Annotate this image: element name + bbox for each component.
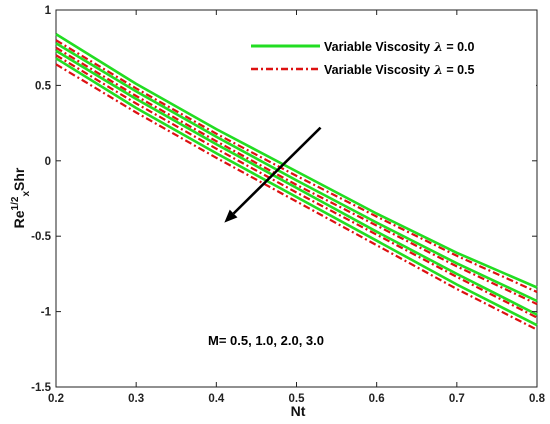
arrow-head	[224, 209, 238, 223]
y-axis-label: Re1/2xShr	[10, 167, 32, 228]
legend-entry-lambda-0-5-symbol: λ	[433, 62, 443, 77]
series-line-lambda-0-m-3	[55, 57, 538, 327]
y-tick-label: 0.5	[35, 80, 52, 92]
y-tick-label: -1	[41, 307, 52, 319]
legend-entry-lambda-0-5-value: = 0.5	[443, 63, 475, 77]
legend-box	[244, 33, 536, 86]
y-tick-label: -0.5	[31, 231, 51, 243]
series-line-lambda-0-5-m-2	[55, 54, 538, 319]
series-line-lambda-0-5-m-3	[55, 63, 538, 331]
series-line-lambda-0-m-2	[55, 49, 538, 316]
series-line-lambda-0-m-1	[55, 42, 538, 303]
x-tick-label: 0.2	[48, 393, 64, 405]
series-line-lambda-0-m-0-5	[55, 32, 538, 289]
annotation-m-values: M= 0.5, 1.0, 2.0, 3.0	[208, 333, 324, 348]
x-tick-label: 0.8	[529, 393, 546, 405]
y-tick-label: 0	[45, 156, 51, 168]
legend-entry-lambda-0-text: Variable Viscosity	[324, 40, 430, 54]
trend-arrow	[224, 126, 322, 223]
x-tick-label: 0.4	[208, 393, 225, 405]
series-line-lambda-0-5-m-0-5	[55, 39, 538, 294]
x-axis-label: Nt	[291, 403, 306, 419]
x-tick-label: 0.5	[289, 393, 306, 405]
y-axis-label-base: Re	[11, 210, 27, 228]
y-axis-label-sup: 1/2	[10, 196, 21, 210]
x-tick-label: 0.7	[449, 393, 465, 405]
y-axis-label-sub: x	[21, 191, 32, 197]
x-axis-ticks: 0.2 0.3 0.4 0.5 0.6 0.7 0.8	[48, 10, 546, 405]
y-tick-label: 1	[45, 5, 52, 17]
x-tick-label: 0.3	[128, 393, 144, 405]
legend: Variable Viscosity λ = 0.0 Variable Visco…	[244, 33, 536, 86]
arrow-shaft	[232, 126, 322, 215]
legend-entry-lambda-0-5-text: Variable Viscosity	[324, 63, 430, 77]
legend-entry-lambda-0-5: Variable Viscosity λ = 0.5	[324, 62, 475, 77]
y-axis-label-rest: Shr	[11, 167, 27, 191]
series-lines	[55, 32, 538, 331]
x-tick-label: 0.6	[369, 393, 385, 405]
y-axis-ticks: -1.5 -1 -0.5 0 0.5 1	[31, 5, 537, 394]
legend-entry-lambda-0: Variable Viscosity λ = 0.0	[324, 39, 475, 54]
series-line-lambda-0-5-m-1	[55, 46, 538, 306]
legend-entry-lambda-0-value: = 0.0	[443, 40, 475, 54]
legend-entry-lambda-0-symbol: λ	[433, 39, 443, 54]
y-tick-label: -1.5	[31, 382, 51, 394]
